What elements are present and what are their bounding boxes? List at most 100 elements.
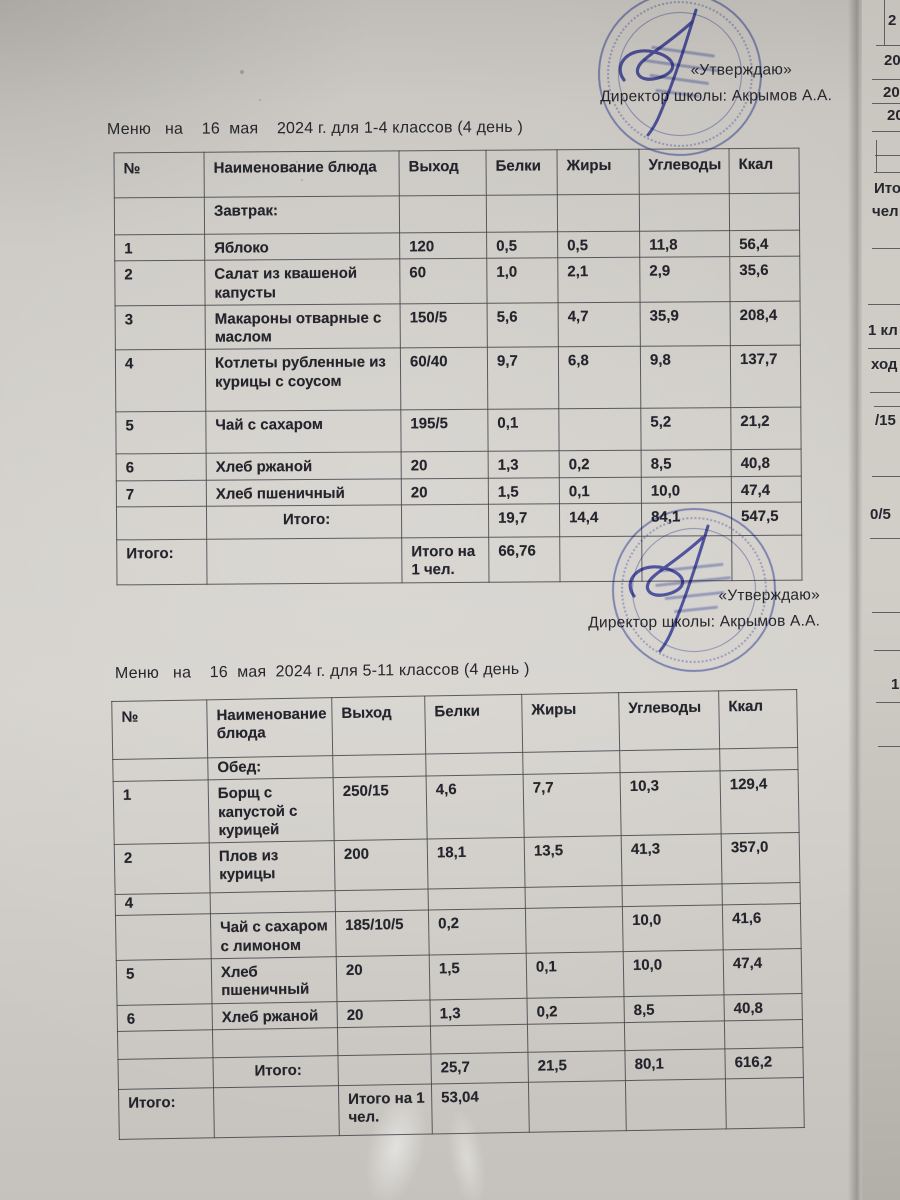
table-cell: 40,8 — [723, 993, 803, 1021]
table-cell: 5 — [116, 958, 213, 1006]
column-header: Углеводы — [638, 148, 730, 195]
column-header: Выход — [331, 696, 426, 756]
table-cell: 1,3 — [488, 451, 560, 479]
table-cell — [625, 1078, 727, 1131]
table-cell: 0,1 — [487, 409, 560, 452]
table-row: Итого: Итого на 1 чел. 53,04 — [118, 1077, 805, 1140]
table-cell: 56,4 — [729, 230, 800, 257]
table-line-fragment — [874, 406, 900, 408]
adjacent-page-text: чел — [872, 203, 899, 220]
table-cell: 10,3 — [620, 771, 722, 836]
table-cell — [522, 750, 621, 775]
table-cell: 3 — [115, 305, 206, 351]
table-cell: 40,8 — [731, 449, 802, 477]
column-header: Ккал — [718, 689, 798, 749]
table-cell: 208,4 — [730, 301, 801, 347]
table-cell — [115, 914, 212, 961]
table-row: Завтрак: — [114, 193, 800, 235]
table-cell: 10,0 — [623, 949, 724, 997]
table-cell: Макароны отварные с маслом — [205, 303, 401, 350]
table-line-fragment — [868, 348, 900, 350]
table-cell: 35,9 — [640, 301, 731, 347]
table-cell — [117, 1057, 214, 1090]
table-cell — [527, 1022, 625, 1053]
table-cell: 6 — [117, 1003, 213, 1032]
table-cell: Итого: — [212, 1055, 339, 1088]
table-cell — [114, 197, 205, 235]
adjacent-page-text: 2 — [888, 12, 897, 29]
column-header: Наименование блюда — [206, 697, 333, 758]
table-cell — [722, 882, 801, 906]
page-edge-shadow — [848, 0, 866, 1200]
table-line-fragment — [872, 103, 900, 105]
table-cell: 20 — [336, 955, 430, 1002]
table-cell: 120 — [399, 232, 487, 260]
table-line-fragment — [875, 155, 900, 157]
table-cell: 4 — [115, 893, 211, 916]
table-cell: 8,5 — [641, 450, 732, 478]
table-cell: 4,6 — [426, 774, 525, 840]
table-cell: 195/5 — [400, 409, 489, 453]
table-cell: 1,0 — [486, 258, 559, 304]
table-cell — [558, 408, 642, 452]
table-cell: 0,1 — [559, 477, 642, 504]
menu-title-grades-1-4: Меню на 16 мая 2024 г. для 1-4 классов (… — [106, 118, 524, 139]
table-cell: 5,6 — [487, 302, 559, 348]
adjacent-page-text: 1 — [891, 676, 900, 693]
table-cell — [332, 754, 427, 778]
table-cell — [117, 1029, 213, 1060]
table-cell: Итого: — [118, 1087, 215, 1140]
table-line-fragment — [876, 702, 900, 704]
adjacent-page-text: ход — [871, 356, 898, 373]
table-cell: 25,7 — [430, 1052, 529, 1084]
adjacent-page-text: 20 — [887, 107, 900, 124]
table-cell: Обед: — [207, 755, 334, 781]
table-cell: 13,5 — [524, 835, 623, 888]
column-header: № — [111, 699, 208, 760]
table-line-fragment — [872, 612, 900, 614]
table-cell: 60/40 — [400, 347, 488, 411]
table-cell: 21,5 — [527, 1050, 626, 1083]
table-cell: Котлеты рубленные из курицы с соусом — [205, 348, 401, 412]
table-cell: 9,7 — [487, 347, 559, 410]
table-cell: 2 — [114, 260, 206, 306]
table-cell: Итого: — [116, 539, 208, 585]
table-cell: 11,8 — [639, 230, 730, 258]
table-cell: 47,4 — [731, 475, 802, 503]
table-line-fragment — [872, 131, 900, 133]
table-cell: Плов из курицы — [209, 840, 336, 894]
table-cell: 0,5 — [557, 231, 640, 259]
table-cell — [399, 195, 487, 233]
table-cell — [401, 504, 489, 538]
table-cell: 129,4 — [720, 769, 800, 835]
table-cell: 200 — [334, 839, 429, 891]
table-row: 5 Чай с сахаром 195/5 0,1 5,2 21,2 — [115, 407, 802, 455]
table-cell: 2,9 — [639, 256, 731, 303]
table-line-fragment — [870, 538, 900, 540]
table-cell: 1,5 — [429, 953, 527, 1000]
column-header: Углеводы — [618, 690, 720, 751]
table-cell: 0,2 — [428, 908, 527, 956]
table-line-fragment — [872, 476, 900, 478]
table-row: 4 Котлеты рубленные из курицы с соусом 60/… — [115, 345, 801, 413]
table-cell: 0,1 — [526, 951, 624, 998]
table-line-fragment — [874, 650, 900, 652]
column-header: Выход — [398, 150, 487, 196]
table-cell: 4,7 — [558, 302, 641, 348]
table-cell: 357,0 — [721, 832, 800, 885]
table-cell — [624, 1020, 725, 1051]
table-line-fragment — [870, 392, 900, 394]
director-signature-ink — [618, 8, 698, 137]
table-cell: 10,0 — [622, 905, 724, 952]
adjacent-page-text: /15 — [875, 412, 896, 429]
table-cell — [719, 747, 799, 772]
table-cell: 0,5 — [486, 231, 558, 259]
column-header: Жиры — [556, 149, 640, 195]
table-cell: 66,76 — [488, 536, 561, 582]
table-cell: 20 — [401, 478, 489, 505]
adjacent-page-text: Ито — [874, 180, 900, 197]
table-cell: 0,2 — [559, 450, 642, 478]
table-cell: Яблоко — [204, 232, 400, 261]
table-cell — [212, 1027, 338, 1058]
